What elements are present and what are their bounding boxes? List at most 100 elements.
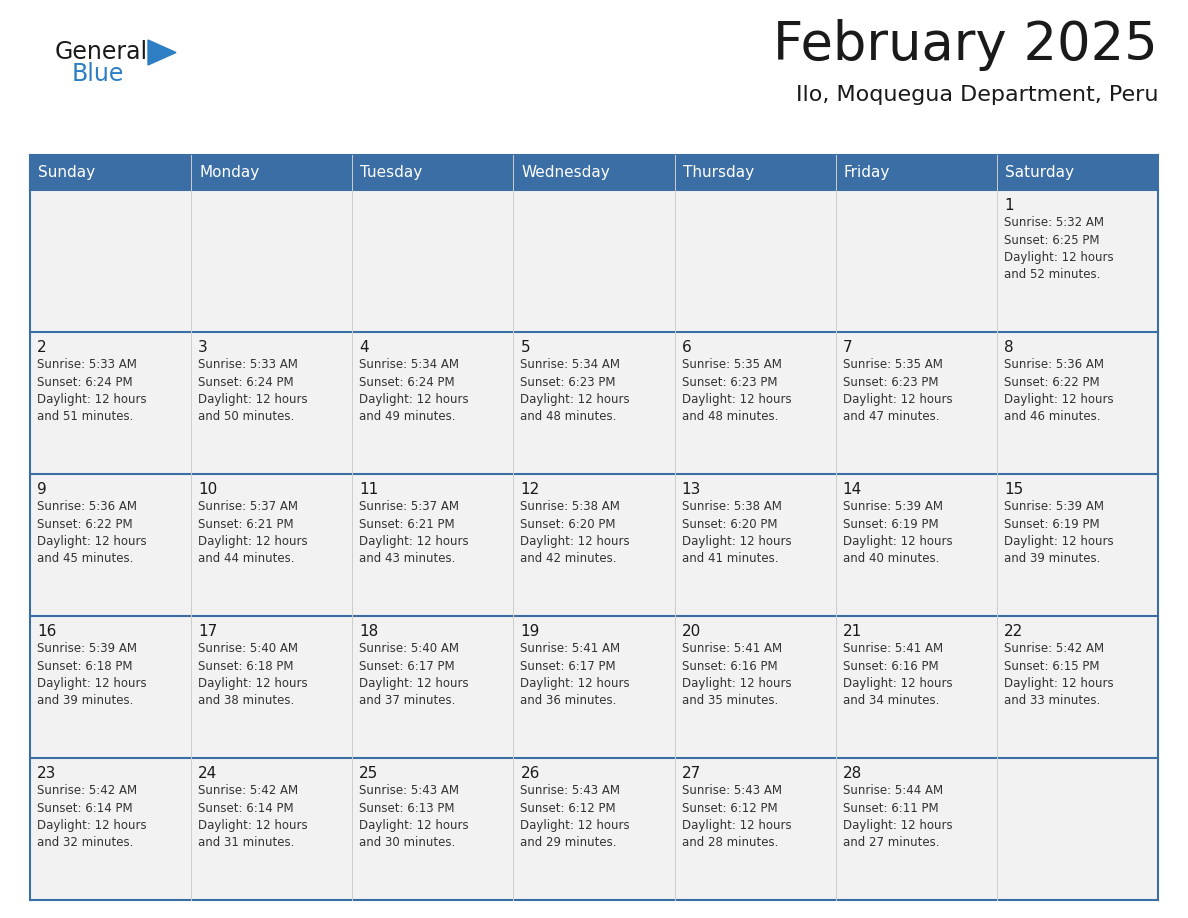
Text: Ilo, Moquegua Department, Peru: Ilo, Moquegua Department, Peru (796, 85, 1158, 105)
Bar (835, 758, 997, 900)
Bar (30, 155, 1158, 190)
Text: 24: 24 (198, 766, 217, 781)
Text: Sunrise: 5:37 AM
Sunset: 6:21 PM
Daylight: 12 hours
and 44 minutes.: Sunrise: 5:37 AM Sunset: 6:21 PM Dayligh… (198, 500, 308, 565)
Text: Sunrise: 5:35 AM
Sunset: 6:23 PM
Daylight: 12 hours
and 47 minutes.: Sunrise: 5:35 AM Sunset: 6:23 PM Dayligh… (842, 358, 953, 423)
Text: Sunrise: 5:34 AM
Sunset: 6:23 PM
Daylight: 12 hours
and 48 minutes.: Sunrise: 5:34 AM Sunset: 6:23 PM Dayligh… (520, 358, 630, 423)
Text: 8: 8 (1004, 340, 1013, 355)
Bar (835, 616, 997, 758)
Text: 7: 7 (842, 340, 852, 355)
Text: 28: 28 (842, 766, 862, 781)
Text: Sunrise: 5:33 AM
Sunset: 6:24 PM
Daylight: 12 hours
and 50 minutes.: Sunrise: 5:33 AM Sunset: 6:24 PM Dayligh… (198, 358, 308, 423)
Text: Monday: Monday (200, 165, 259, 180)
Text: Friday: Friday (843, 165, 890, 180)
Text: Sunrise: 5:38 AM
Sunset: 6:20 PM
Daylight: 12 hours
and 41 minutes.: Sunrise: 5:38 AM Sunset: 6:20 PM Dayligh… (682, 500, 791, 565)
Text: Tuesday: Tuesday (360, 165, 423, 180)
Bar (191, 758, 353, 900)
Text: 19: 19 (520, 624, 539, 639)
Text: Sunrise: 5:39 AM
Sunset: 6:18 PM
Daylight: 12 hours
and 39 minutes.: Sunrise: 5:39 AM Sunset: 6:18 PM Dayligh… (37, 642, 146, 708)
Text: Thursday: Thursday (683, 165, 753, 180)
Text: Sunrise: 5:38 AM
Sunset: 6:20 PM
Daylight: 12 hours
and 42 minutes.: Sunrise: 5:38 AM Sunset: 6:20 PM Dayligh… (520, 500, 630, 565)
Text: 14: 14 (842, 482, 862, 497)
Text: General: General (55, 40, 148, 64)
Text: Sunrise: 5:43 AM
Sunset: 6:12 PM
Daylight: 12 hours
and 28 minutes.: Sunrise: 5:43 AM Sunset: 6:12 PM Dayligh… (682, 784, 791, 849)
Text: 22: 22 (1004, 624, 1023, 639)
Text: 13: 13 (682, 482, 701, 497)
Bar (191, 474, 353, 616)
Text: 4: 4 (359, 340, 369, 355)
Bar (353, 190, 513, 332)
Text: 10: 10 (198, 482, 217, 497)
Text: Sunrise: 5:41 AM
Sunset: 6:17 PM
Daylight: 12 hours
and 36 minutes.: Sunrise: 5:41 AM Sunset: 6:17 PM Dayligh… (520, 642, 630, 708)
Text: 11: 11 (359, 482, 379, 497)
Bar (997, 474, 1158, 616)
Text: 15: 15 (1004, 482, 1023, 497)
Text: Sunrise: 5:33 AM
Sunset: 6:24 PM
Daylight: 12 hours
and 51 minutes.: Sunrise: 5:33 AM Sunset: 6:24 PM Dayligh… (37, 358, 146, 423)
Bar (675, 332, 835, 474)
Text: 16: 16 (37, 624, 56, 639)
Text: Sunrise: 5:34 AM
Sunset: 6:24 PM
Daylight: 12 hours
and 49 minutes.: Sunrise: 5:34 AM Sunset: 6:24 PM Dayligh… (359, 358, 469, 423)
Bar (835, 190, 997, 332)
Text: 9: 9 (37, 482, 46, 497)
Text: Wednesday: Wednesday (522, 165, 611, 180)
Bar (191, 616, 353, 758)
Bar (997, 332, 1158, 474)
Text: Sunrise: 5:32 AM
Sunset: 6:25 PM
Daylight: 12 hours
and 52 minutes.: Sunrise: 5:32 AM Sunset: 6:25 PM Dayligh… (1004, 216, 1113, 282)
Bar (353, 758, 513, 900)
Text: Sunrise: 5:42 AM
Sunset: 6:15 PM
Daylight: 12 hours
and 33 minutes.: Sunrise: 5:42 AM Sunset: 6:15 PM Dayligh… (1004, 642, 1113, 708)
Text: Sunrise: 5:40 AM
Sunset: 6:17 PM
Daylight: 12 hours
and 37 minutes.: Sunrise: 5:40 AM Sunset: 6:17 PM Dayligh… (359, 642, 469, 708)
Bar (997, 190, 1158, 332)
Bar (30, 190, 191, 332)
Polygon shape (148, 40, 176, 65)
Bar (191, 332, 353, 474)
Bar (513, 474, 675, 616)
Bar (30, 332, 191, 474)
Text: 1: 1 (1004, 198, 1013, 213)
Text: Sunrise: 5:39 AM
Sunset: 6:19 PM
Daylight: 12 hours
and 39 minutes.: Sunrise: 5:39 AM Sunset: 6:19 PM Dayligh… (1004, 500, 1113, 565)
Text: Sunrise: 5:41 AM
Sunset: 6:16 PM
Daylight: 12 hours
and 35 minutes.: Sunrise: 5:41 AM Sunset: 6:16 PM Dayligh… (682, 642, 791, 708)
Text: Sunrise: 5:36 AM
Sunset: 6:22 PM
Daylight: 12 hours
and 46 minutes.: Sunrise: 5:36 AM Sunset: 6:22 PM Dayligh… (1004, 358, 1113, 423)
Text: 12: 12 (520, 482, 539, 497)
Bar (353, 332, 513, 474)
Text: Sunrise: 5:44 AM
Sunset: 6:11 PM
Daylight: 12 hours
and 27 minutes.: Sunrise: 5:44 AM Sunset: 6:11 PM Dayligh… (842, 784, 953, 849)
Text: 17: 17 (198, 624, 217, 639)
Text: 3: 3 (198, 340, 208, 355)
Text: Sunrise: 5:39 AM
Sunset: 6:19 PM
Daylight: 12 hours
and 40 minutes.: Sunrise: 5:39 AM Sunset: 6:19 PM Dayligh… (842, 500, 953, 565)
Text: Sunrise: 5:37 AM
Sunset: 6:21 PM
Daylight: 12 hours
and 43 minutes.: Sunrise: 5:37 AM Sunset: 6:21 PM Dayligh… (359, 500, 469, 565)
Text: 27: 27 (682, 766, 701, 781)
Text: 6: 6 (682, 340, 691, 355)
Text: 20: 20 (682, 624, 701, 639)
Text: Sunrise: 5:42 AM
Sunset: 6:14 PM
Daylight: 12 hours
and 32 minutes.: Sunrise: 5:42 AM Sunset: 6:14 PM Dayligh… (37, 784, 146, 849)
Text: Blue: Blue (72, 62, 125, 86)
Bar (30, 474, 191, 616)
Bar (997, 616, 1158, 758)
Text: February 2025: February 2025 (773, 19, 1158, 71)
Bar (30, 616, 191, 758)
Text: Sunrise: 5:42 AM
Sunset: 6:14 PM
Daylight: 12 hours
and 31 minutes.: Sunrise: 5:42 AM Sunset: 6:14 PM Dayligh… (198, 784, 308, 849)
Text: Saturday: Saturday (1005, 165, 1074, 180)
Text: Sunrise: 5:40 AM
Sunset: 6:18 PM
Daylight: 12 hours
and 38 minutes.: Sunrise: 5:40 AM Sunset: 6:18 PM Dayligh… (198, 642, 308, 708)
Text: 23: 23 (37, 766, 56, 781)
Bar (191, 190, 353, 332)
Bar (675, 190, 835, 332)
Bar (513, 332, 675, 474)
Bar (513, 616, 675, 758)
Text: 5: 5 (520, 340, 530, 355)
Bar (513, 190, 675, 332)
Text: Sunrise: 5:35 AM
Sunset: 6:23 PM
Daylight: 12 hours
and 48 minutes.: Sunrise: 5:35 AM Sunset: 6:23 PM Dayligh… (682, 358, 791, 423)
Bar (675, 474, 835, 616)
Bar (353, 474, 513, 616)
Bar (835, 474, 997, 616)
Bar (997, 758, 1158, 900)
Text: 18: 18 (359, 624, 379, 639)
Text: Sunrise: 5:41 AM
Sunset: 6:16 PM
Daylight: 12 hours
and 34 minutes.: Sunrise: 5:41 AM Sunset: 6:16 PM Dayligh… (842, 642, 953, 708)
Bar (675, 616, 835, 758)
Text: 21: 21 (842, 624, 862, 639)
Text: Sunrise: 5:36 AM
Sunset: 6:22 PM
Daylight: 12 hours
and 45 minutes.: Sunrise: 5:36 AM Sunset: 6:22 PM Dayligh… (37, 500, 146, 565)
Bar (513, 758, 675, 900)
Text: 26: 26 (520, 766, 539, 781)
Bar (353, 616, 513, 758)
Bar (30, 758, 191, 900)
Text: 25: 25 (359, 766, 379, 781)
Text: Sunday: Sunday (38, 165, 95, 180)
Text: 2: 2 (37, 340, 46, 355)
